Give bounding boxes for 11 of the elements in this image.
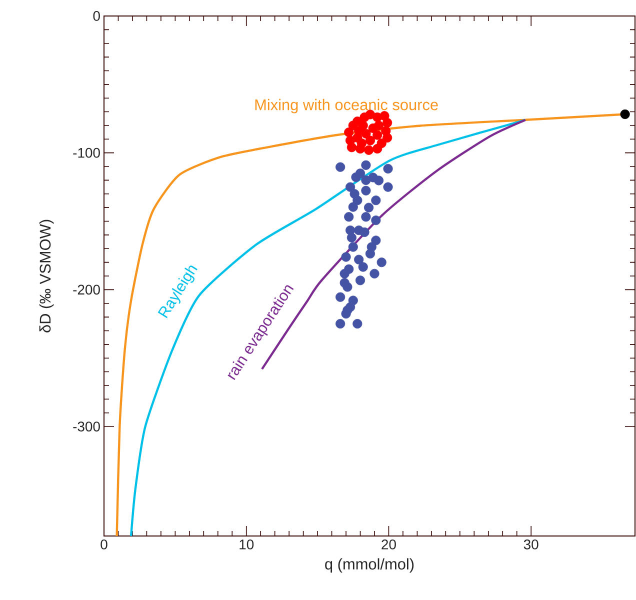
x-tick-label: 20 <box>382 540 396 550</box>
y-axis-title: δD (‰ VSMOW) <box>39 220 54 332</box>
x-tick-label: 30 <box>524 540 538 550</box>
x-tick-label: 0 <box>100 540 108 550</box>
y-tick-label: -200 <box>73 284 100 295</box>
y-tick-label: -300 <box>73 422 100 432</box>
y-tick-label: 0 <box>93 11 100 21</box>
x-axis-title: q (mmol/mol) <box>325 558 414 573</box>
series-label: Mixing with oceanic source <box>255 98 438 114</box>
y-tick-label: -100 <box>73 148 100 158</box>
x-tick-label: 10 <box>240 540 254 550</box>
